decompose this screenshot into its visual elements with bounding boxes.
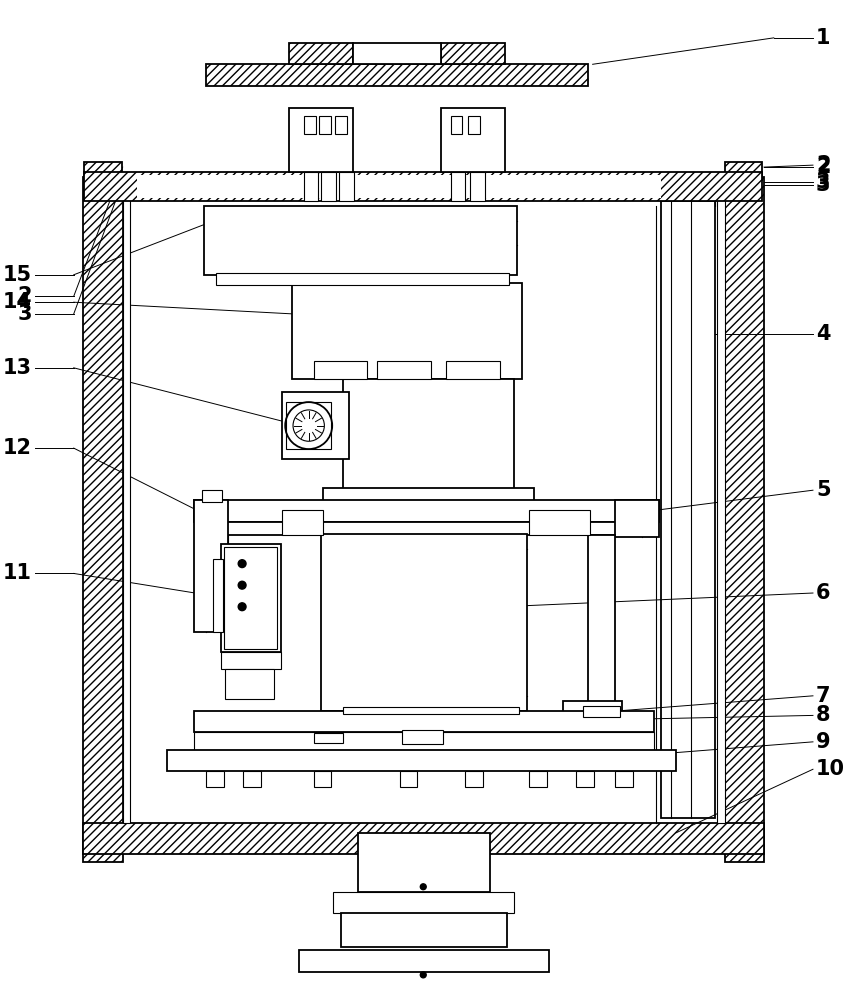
Bar [725, 177, 764, 862]
Bar [576, 771, 594, 787]
Bar [282, 510, 323, 535]
Bar [204, 206, 517, 275]
Bar [529, 510, 589, 535]
Bar [343, 707, 519, 714]
Circle shape [285, 402, 332, 449]
Text: 2: 2 [17, 286, 31, 306]
Bar [321, 534, 527, 711]
Bar [450, 116, 462, 134]
Bar [213, 559, 222, 632]
Bar [167, 750, 676, 771]
Text: 10: 10 [816, 759, 845, 779]
Text: 13: 13 [3, 358, 31, 378]
Text: 12: 12 [3, 438, 31, 458]
Text: 11: 11 [3, 563, 31, 583]
Circle shape [238, 603, 246, 611]
Bar [202, 490, 221, 502]
Circle shape [238, 560, 246, 568]
Bar [402, 730, 443, 744]
Text: 6: 6 [816, 583, 830, 603]
Bar [441, 43, 505, 64]
Text: 5: 5 [816, 480, 830, 500]
Text: 2: 2 [816, 157, 830, 177]
Bar [320, 116, 332, 134]
Bar [563, 701, 622, 722]
Bar [304, 172, 319, 201]
Bar [446, 361, 499, 379]
Bar [194, 500, 659, 522]
Bar [194, 711, 655, 732]
Bar [123, 177, 131, 823]
Bar [314, 361, 367, 379]
Bar [226, 669, 275, 699]
Circle shape [238, 581, 246, 589]
Bar [206, 771, 224, 787]
Bar [224, 547, 277, 649]
Bar [83, 823, 764, 854]
Bar [353, 43, 441, 64]
Bar [377, 361, 431, 379]
Bar [282, 392, 349, 459]
Bar [615, 500, 659, 537]
Bar [314, 733, 343, 743]
Bar [289, 43, 353, 64]
Text: 3: 3 [816, 175, 830, 195]
Bar [441, 108, 505, 172]
Bar [615, 771, 633, 787]
Bar [341, 913, 507, 947]
Bar [339, 172, 354, 201]
Circle shape [293, 410, 325, 441]
Bar [468, 116, 480, 134]
Bar [214, 522, 639, 535]
Bar [588, 535, 615, 707]
Text: 3: 3 [17, 304, 31, 324]
Circle shape [421, 884, 427, 890]
Text: 3: 3 [816, 172, 830, 192]
Bar [466, 771, 483, 787]
Bar [194, 500, 228, 632]
Bar [717, 177, 725, 823]
Bar [83, 177, 123, 862]
Bar [321, 172, 336, 201]
Bar [220, 544, 282, 652]
Bar [304, 116, 315, 134]
Bar [450, 172, 466, 201]
Bar [358, 833, 490, 892]
Text: 7: 7 [816, 686, 830, 706]
Bar [314, 771, 332, 787]
Text: 9: 9 [816, 732, 830, 752]
Bar [289, 108, 353, 172]
Bar [286, 402, 332, 449]
Bar [85, 162, 121, 180]
Bar [333, 892, 515, 913]
Text: 15: 15 [3, 265, 31, 285]
Bar [194, 732, 655, 750]
Bar [583, 706, 620, 717]
Bar [554, 713, 627, 735]
Bar [725, 162, 762, 180]
Bar [335, 116, 347, 134]
Bar [343, 379, 515, 491]
Bar [529, 771, 547, 787]
Bar [137, 175, 661, 198]
Circle shape [421, 972, 427, 978]
Text: 4: 4 [816, 324, 830, 344]
Text: 8: 8 [816, 705, 830, 725]
Bar [298, 950, 549, 972]
Bar [471, 172, 485, 201]
Bar [243, 771, 260, 787]
Bar [292, 283, 522, 379]
Bar [661, 201, 715, 818]
Text: 2: 2 [816, 155, 830, 175]
Text: 14: 14 [3, 292, 31, 312]
Bar [206, 64, 588, 86]
Text: 1: 1 [816, 28, 830, 48]
Bar [399, 771, 417, 787]
Bar [220, 652, 282, 669]
Bar [85, 172, 762, 201]
Bar [215, 273, 510, 285]
Bar [323, 488, 534, 503]
